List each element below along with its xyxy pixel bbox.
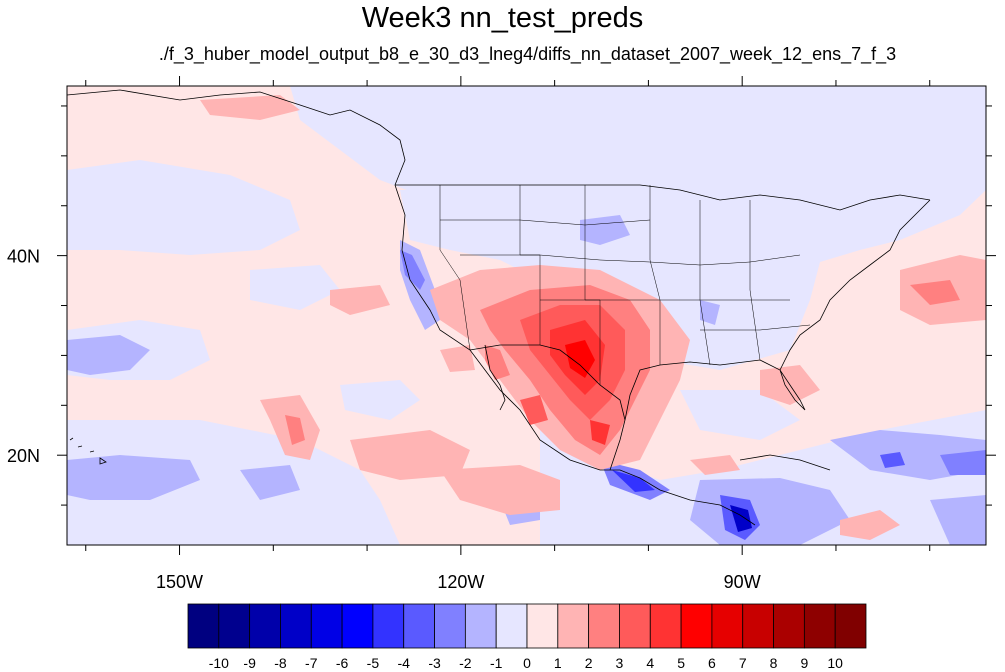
contour-field (67, 86, 986, 545)
coastlines (67, 89, 931, 526)
hawaii-islands (69, 437, 107, 465)
colorbar-swatch (434, 603, 466, 649)
x-tick-label: 120W (437, 572, 484, 592)
colorbar-label: 4 (646, 655, 654, 671)
colorbar-label: 6 (708, 655, 716, 671)
colorbar-label: -1 (490, 655, 503, 671)
colorbar-label: 5 (677, 655, 685, 671)
map-title: Week3 nn_test_preds (361, 2, 644, 34)
colorbar-swatch (280, 603, 312, 649)
us-canada-border (395, 184, 931, 211)
state-boundaries (439, 185, 811, 385)
y-tick-label: 20N (7, 446, 40, 466)
gulf-coast (609, 359, 806, 471)
colorbar-swatch (649, 603, 682, 649)
us-mexico-border (469, 344, 626, 421)
x-tick-label: 90W (724, 572, 761, 592)
colorbar-label: -3 (428, 655, 441, 671)
baja-coast (484, 344, 506, 411)
colorbar-label: 3 (616, 655, 624, 671)
colorbar-label: -10 (209, 655, 229, 671)
pacific-coast (394, 184, 756, 526)
colorbar-swatch (372, 603, 405, 649)
x-tick-label: 150W (156, 572, 203, 592)
colorbar-label: 10 (827, 655, 843, 671)
colorbar-label: 7 (739, 655, 747, 671)
colorbar-label: -6 (336, 655, 349, 671)
colorbar-swatch (187, 603, 220, 649)
plot-frame (66, 85, 987, 546)
colorbar-swatch (557, 603, 590, 649)
colorbar-swatch (742, 603, 774, 649)
colorbar-swatch (218, 603, 251, 649)
y-tick-label: 40N (7, 247, 40, 267)
colorbar-swatch (680, 603, 713, 649)
colorbar-swatch (834, 603, 867, 649)
colorbar-swatch (310, 603, 343, 649)
colorbar-swatch (773, 603, 805, 649)
colorbar-label: 9 (800, 655, 808, 671)
colorbar-label: -9 (243, 655, 256, 671)
map-subtitle: ./f_3_huber_model_output_b8_e_30_d3_lneg… (158, 44, 897, 64)
alaska-coast (67, 89, 406, 186)
colorbar-swatch (588, 603, 620, 649)
colorbar-label: -2 (459, 655, 472, 671)
colorbar-swatch (249, 603, 281, 649)
atlantic-coast (779, 199, 931, 371)
colorbar-swatch (341, 603, 374, 649)
colorbar-label: -7 (305, 655, 318, 671)
colorbar-label: -4 (398, 655, 411, 671)
axis-ticks: 150W 120W 90W 40N 20N (7, 76, 996, 592)
negative-strong-regions (400, 250, 986, 540)
colorbar-label: 8 (770, 655, 778, 671)
colorbar-swatch (403, 603, 435, 649)
caribbean-coast (739, 454, 831, 471)
colorbar-label: 1 (554, 655, 562, 671)
colorbar: -10 -9 -8 -7 -6 -5 -4 -3 -2 -1 0 1 2 3 4 5 6 7 8 9 10 (187, 603, 867, 671)
colorbar-swatch (464, 603, 497, 649)
colorbar-swatch (526, 603, 559, 649)
colorbar-label: 2 (585, 655, 593, 671)
colorbar-swatch (803, 603, 836, 649)
colorbar-swatch (711, 603, 744, 649)
colorbar-label: 0 (523, 655, 531, 671)
colorbar-swatch (619, 603, 651, 649)
colorbar-swatch (495, 603, 528, 649)
colorbar-label: -8 (274, 655, 287, 671)
colorbar-label: -5 (367, 655, 380, 671)
